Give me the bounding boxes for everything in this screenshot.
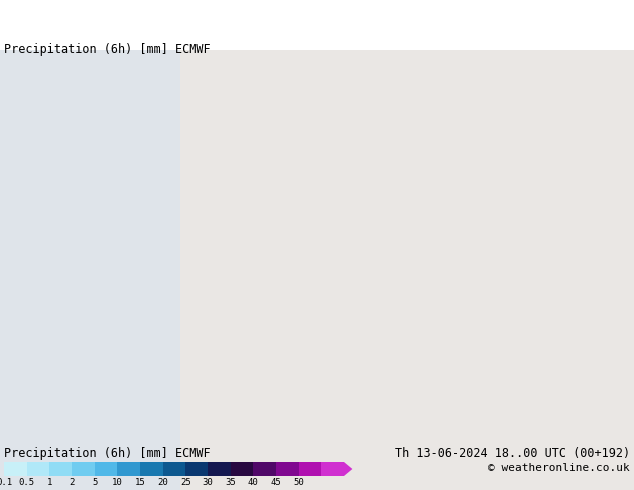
- Bar: [72, 462, 94, 476]
- Text: 1: 1: [47, 478, 52, 487]
- Text: 5: 5: [92, 478, 98, 487]
- Bar: [4, 462, 27, 476]
- Text: 30: 30: [203, 478, 214, 487]
- Bar: [49, 462, 72, 476]
- Bar: [208, 462, 231, 476]
- Text: Precipitation (6h) [mm] ECMWF: Precipitation (6h) [mm] ECMWF: [4, 447, 210, 460]
- Text: 35: 35: [225, 478, 236, 487]
- Bar: [117, 462, 140, 476]
- Text: 2: 2: [69, 478, 75, 487]
- Bar: [0, 0, 634, 50]
- Text: 0.1: 0.1: [0, 478, 12, 487]
- Text: 20: 20: [157, 478, 168, 487]
- Bar: [231, 462, 254, 476]
- Text: Precipitation (6h) [mm] ECMWF: Precipitation (6h) [mm] ECMWF: [4, 43, 210, 56]
- Bar: [94, 462, 117, 476]
- Bar: [27, 462, 49, 476]
- Text: 0.5: 0.5: [18, 478, 35, 487]
- Text: 50: 50: [294, 478, 304, 487]
- Bar: [254, 462, 276, 476]
- Text: Th 13-06-2024 18..00 UTC (00+192): Th 13-06-2024 18..00 UTC (00+192): [395, 447, 630, 460]
- Bar: [140, 462, 163, 476]
- Text: 45: 45: [271, 478, 281, 487]
- Text: 10: 10: [112, 478, 123, 487]
- Text: 15: 15: [134, 478, 145, 487]
- Bar: [299, 462, 321, 476]
- Text: © weatheronline.co.uk: © weatheronline.co.uk: [488, 463, 630, 473]
- Polygon shape: [344, 462, 353, 476]
- Text: 40: 40: [248, 478, 259, 487]
- Bar: [163, 462, 185, 476]
- Bar: [276, 462, 299, 476]
- Bar: [321, 462, 344, 476]
- Bar: [185, 462, 208, 476]
- Text: 25: 25: [180, 478, 191, 487]
